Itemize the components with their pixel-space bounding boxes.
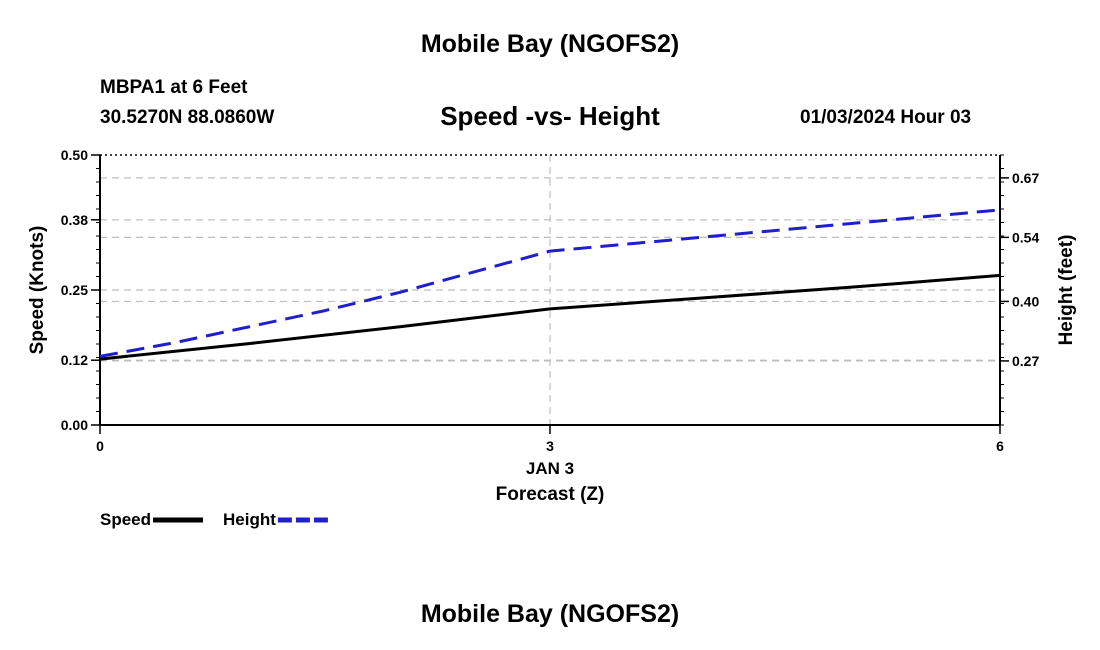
- y-right-tick-label: 0.40: [1012, 293, 1039, 309]
- y-left-tick-label: 0.00: [61, 417, 88, 433]
- y-left-tick-label: 0.38: [61, 212, 88, 228]
- y-left-axis-title: Speed (Knots): [27, 226, 48, 355]
- y-right-axis-title: Height (feet): [1056, 235, 1077, 346]
- x-axis-title: Forecast (Z): [496, 484, 605, 505]
- series-line-speed: [99, 273, 1001, 361]
- station-coordinates: 30.5270N 88.0860W: [100, 107, 275, 128]
- y-right-tick-label: 0.54: [1012, 229, 1039, 245]
- chart-main-title: Mobile Bay (NGOFS2): [420, 30, 680, 58]
- x-tick-label: 6: [996, 438, 1004, 454]
- y-left-tick-label: 0.25: [61, 282, 88, 298]
- series-line-height: [99, 208, 1001, 358]
- footer-title: Mobile Bay (NGOFS2): [420, 600, 680, 628]
- x-tick-label: 0: [96, 438, 104, 454]
- station-label: MBPA1 at 6 Feet: [100, 77, 248, 98]
- legend-label-height: Height: [223, 510, 276, 529]
- y-right-tick-label: 0.27: [1012, 353, 1039, 369]
- y-left-tick-label: 0.12: [61, 352, 88, 368]
- legend-label-speed: Speed: [100, 510, 151, 529]
- forecast-datetime: 01/03/2024 Hour 03: [800, 107, 972, 128]
- x-tick-label: 3: [546, 438, 554, 454]
- y-right-tick-label: 0.67: [1012, 170, 1039, 186]
- x-date-label: JAN 3: [526, 459, 574, 478]
- chart-subtitle: Speed -vs- Height: [440, 101, 660, 131]
- y-left-tick-label: 0.50: [61, 147, 88, 163]
